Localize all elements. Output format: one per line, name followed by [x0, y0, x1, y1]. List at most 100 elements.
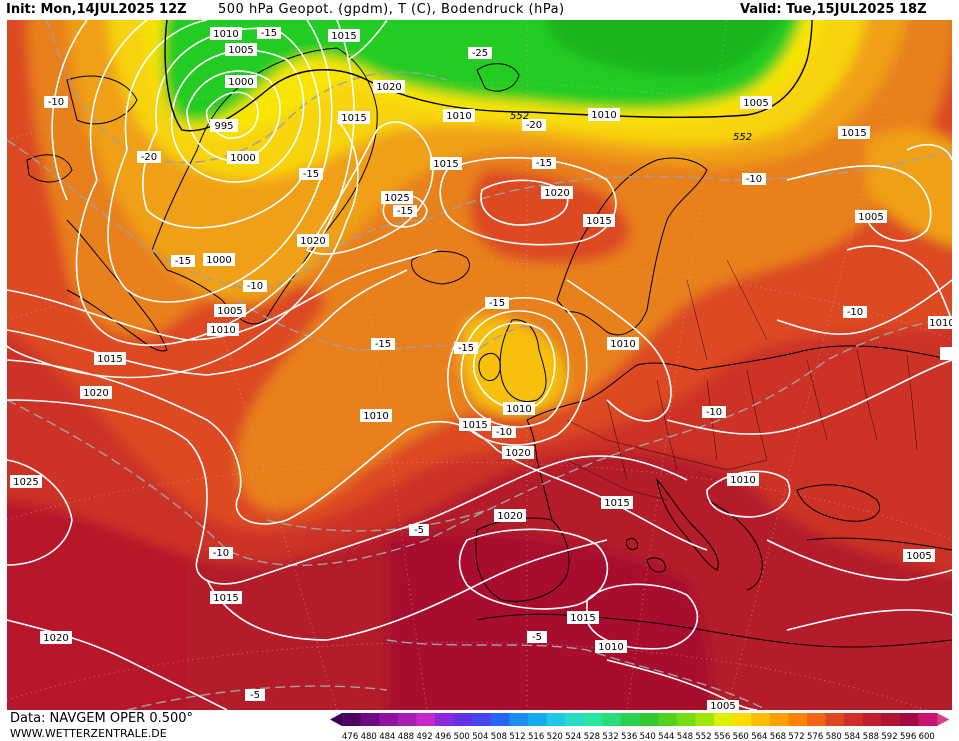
legend-swatch — [528, 713, 547, 726]
isotherm-label: -20 — [526, 120, 542, 131]
isotherm-label: -5 — [250, 690, 260, 701]
chart-footer: Data: NAVGEM OPER 0.500° WWW.WETTERZENTR… — [0, 710, 959, 741]
legend-swatch — [695, 713, 715, 726]
isotherm-label: -5 — [414, 525, 424, 536]
legend-value: 588 — [863, 732, 879, 741]
legend-value: 592 — [881, 732, 897, 741]
isotherm-label: -15 — [489, 298, 505, 309]
legend-value: 500 — [454, 732, 470, 741]
isobar-label: 1000 — [206, 255, 231, 266]
legend-value: 480 — [361, 732, 377, 741]
legend-swatch — [621, 713, 640, 726]
legend-swatch — [807, 713, 826, 726]
isobars — [7, 20, 952, 710]
legend-arrow-left — [330, 713, 342, 726]
chart-header: Init: Mon,14JUL2025 12Z 500 hPa Geopot. … — [0, 0, 959, 20]
legend-value: 492 — [416, 732, 432, 741]
legend-swatch — [360, 713, 380, 726]
isobar-label: 1025 — [13, 477, 38, 488]
legend-value: 536 — [621, 732, 637, 741]
weather-map: 1010 1005 1000 995 1000 1015 1020 1015 1… — [7, 20, 952, 710]
legend-swatch — [472, 713, 492, 726]
legend-swatch — [565, 713, 585, 726]
isobar-label: 1020 — [544, 188, 569, 199]
legend-value: 484 — [379, 732, 395, 741]
isotherms — [7, 20, 952, 710]
isotherm-label: -15 — [175, 256, 191, 267]
isobar-label: 995 — [214, 121, 233, 132]
legend-value: 560 — [733, 732, 749, 741]
isobar-label: 1015 — [433, 159, 458, 170]
isobar-label: 1005 — [228, 45, 253, 56]
isobar-label: 1000 — [228, 77, 253, 88]
legend-swatch — [602, 713, 622, 726]
data-source: Data: NAVGEM OPER 0.500° — [10, 711, 194, 726]
legend-swatch — [490, 713, 510, 726]
legend-swatch — [769, 713, 789, 726]
isotherm-label: -10 — [847, 307, 863, 318]
legend-value: 496 — [435, 732, 451, 741]
geopotential-shading — [7, 20, 952, 710]
isobar-label: 1020 — [505, 448, 530, 459]
legend-swatch — [546, 713, 566, 726]
isobar-label: 1010 — [610, 339, 635, 350]
isotherm-label: -20 — [141, 152, 157, 163]
legend-value: 552 — [695, 732, 711, 741]
legend-arrow-right — [937, 713, 950, 726]
legend-value: 580 — [826, 732, 842, 741]
legend-swatch — [788, 713, 808, 726]
legend-swatch — [453, 713, 473, 726]
legend-swatch — [342, 713, 361, 726]
color-legend: 476 480 484 488 492 496 500 504 508 512 516 520 524 5… — [330, 713, 950, 741]
legend-value: 512 — [509, 732, 525, 741]
legend-value: 524 — [565, 732, 581, 741]
isobar-label: 1020 — [497, 511, 522, 522]
isobar-label: 1005 — [906, 551, 931, 562]
isobar-label: 1010 — [213, 29, 238, 40]
legend-value: 568 — [770, 732, 786, 741]
isotherm-label: -15 — [458, 343, 474, 354]
isobar-label: 1015 — [604, 498, 629, 509]
legend-value: 504 — [472, 732, 488, 741]
chart-title: 500 hPa Geopot. (gpdm), T (C), Bodendruc… — [218, 2, 565, 17]
isotherm-label: -10 — [496, 427, 512, 438]
isobar-label: 1020 — [300, 236, 325, 247]
isobar-label: 1020 — [83, 388, 108, 399]
isotherm-label: -15 — [397, 206, 413, 217]
isotherm-label: -10 — [746, 174, 762, 185]
legend-swatch — [676, 713, 696, 726]
site-url: WWW.WETTERZENTRALE.DE — [10, 727, 167, 740]
isobar-label: 1010 — [446, 111, 471, 122]
legend-swatch — [658, 713, 678, 726]
legend-value: 576 — [807, 732, 823, 741]
isotherm-label: -10 — [48, 97, 64, 108]
legend-value: 488 — [398, 732, 414, 741]
isotherm-label: -25 — [472, 48, 488, 59]
init-time: Init: Mon,14JUL2025 12Z — [6, 2, 187, 17]
isobar-label: 1005 — [858, 212, 883, 223]
legend-swatch — [416, 713, 436, 726]
legend-swatch — [900, 713, 919, 726]
isobar-label: 1000 — [230, 153, 255, 164]
legend-swatch — [751, 713, 771, 726]
isobar-label: 1010 — [210, 325, 235, 336]
legend-value: 528 — [584, 732, 600, 741]
isotherm-label: -10 — [213, 548, 229, 559]
legend-value: 564 — [751, 732, 767, 741]
isotherm-label: -10 — [706, 407, 722, 418]
legend-value: 532 — [602, 732, 618, 741]
isobar-label: 1010 — [730, 475, 755, 486]
geopotential-label: 552 — [510, 111, 529, 122]
legend-swatch — [732, 713, 752, 726]
legend-swatch — [583, 713, 603, 726]
isobar-label: 1015 — [586, 216, 611, 227]
legend-swatch — [639, 713, 659, 726]
isobar-label: 1015 — [341, 113, 366, 124]
legend-swatch — [435, 713, 454, 726]
graticule — [7, 20, 952, 710]
isobar-label: 1015 — [331, 31, 356, 42]
isotherm-label: -10 — [247, 281, 263, 292]
isobar-label: 1015 — [462, 420, 487, 431]
legend-swatch — [844, 713, 864, 726]
geopotential-552 — [164, 20, 813, 132]
